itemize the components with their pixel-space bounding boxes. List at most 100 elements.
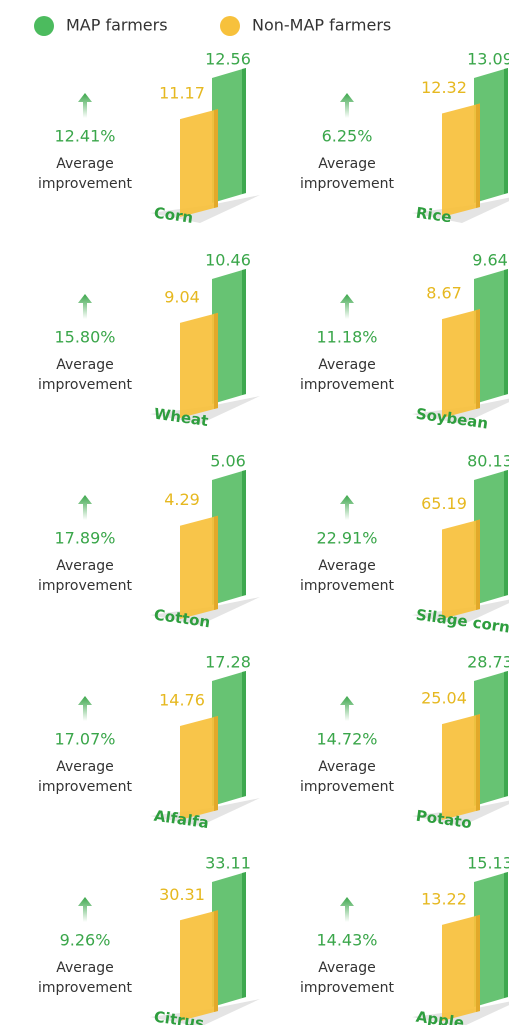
- bar-non-map: [180, 312, 218, 418]
- up-arrow: [340, 93, 354, 118]
- bar-map: [212, 269, 246, 404]
- bar-map-side: [504, 872, 508, 998]
- improvement: 9.26%: [60, 931, 111, 950]
- legend-swatch: [220, 16, 240, 36]
- non-map-value: 8.67: [426, 284, 462, 303]
- map-value: 15.13: [467, 854, 509, 873]
- up-arrow: [340, 294, 354, 319]
- bar-map-side: [242, 872, 246, 998]
- caption: improvement: [38, 176, 132, 192]
- legend-label: MAP farmers: [66, 16, 168, 35]
- up-arrow: [340, 897, 354, 922]
- up-arrow: [340, 696, 354, 721]
- non-map-value: 65.19: [421, 494, 467, 513]
- caption: improvement: [300, 578, 394, 594]
- non-map-value: 4.29: [164, 490, 200, 509]
- map-value: 9.64: [472, 251, 508, 270]
- legend-swatch: [34, 16, 54, 36]
- map-value: 12.56: [205, 50, 251, 69]
- bar-non-map: [180, 515, 218, 619]
- bar-non-map-side: [476, 914, 480, 1012]
- bar-map: [212, 68, 246, 203]
- improvement: 6.25%: [322, 127, 373, 146]
- improvement: 11.18%: [316, 328, 377, 347]
- bar-non-map-side: [476, 714, 480, 811]
- up-arrow: [78, 897, 92, 922]
- bar-map: [474, 470, 508, 605]
- caption: improvement: [38, 578, 132, 594]
- crop-name: Citrus: [153, 1008, 205, 1025]
- caption: improvement: [300, 176, 394, 192]
- caption: Average: [318, 558, 376, 574]
- caption: Average: [318, 156, 376, 172]
- bar-map-side: [242, 671, 246, 797]
- legend-label: Non-MAP farmers: [252, 16, 391, 35]
- map-value: 33.11: [205, 854, 251, 873]
- bar-map-side: [242, 470, 246, 596]
- bar-map-side: [504, 671, 508, 797]
- improvement: 12.41%: [54, 127, 115, 146]
- improvement: 17.07%: [54, 730, 115, 749]
- bar-non-map: [180, 716, 218, 820]
- caption: improvement: [300, 779, 394, 795]
- non-map-value: 11.17: [159, 84, 205, 103]
- caption: Average: [56, 960, 114, 976]
- map-value: 5.06: [210, 452, 246, 471]
- bar-map: [474, 68, 508, 203]
- improvement: 14.72%: [316, 730, 377, 749]
- bar-map-side: [504, 470, 508, 596]
- non-map-value: 14.76: [159, 691, 205, 710]
- bar-non-map-side: [214, 910, 218, 1012]
- caption: Average: [56, 357, 114, 373]
- bar-non-map: [442, 714, 480, 820]
- improvement: 17.89%: [54, 529, 115, 548]
- caption: improvement: [300, 377, 394, 393]
- bar-non-map-side: [214, 109, 218, 208]
- panel: 17.07%Averageimprovement17.2814.76Alfalf…: [38, 653, 260, 832]
- bar-non-map-side: [214, 716, 218, 811]
- bar-map: [474, 872, 508, 1007]
- non-map-value: 25.04: [421, 689, 467, 708]
- bar-map: [212, 671, 246, 806]
- bar-non-map: [442, 914, 480, 1021]
- bar-map: [212, 872, 246, 1007]
- improvement: 14.43%: [316, 931, 377, 950]
- bar-non-map: [442, 519, 480, 619]
- map-value: 80.13: [467, 452, 509, 471]
- crop-name: Corn: [153, 204, 195, 227]
- crop-name: Apple: [415, 1008, 465, 1025]
- up-arrow: [340, 495, 354, 520]
- caption: Average: [318, 357, 376, 373]
- caption: improvement: [38, 980, 132, 996]
- bar-non-map-side: [476, 103, 480, 208]
- bar-non-map: [442, 103, 480, 217]
- bar-map-side: [504, 269, 508, 395]
- up-arrow: [78, 294, 92, 319]
- non-map-value: 9.04: [164, 287, 200, 306]
- improvement: 15.80%: [54, 328, 115, 347]
- caption: Average: [318, 759, 376, 775]
- bar-map-side: [242, 269, 246, 395]
- map-value: 17.28: [205, 653, 251, 672]
- bar-non-map: [180, 910, 218, 1021]
- non-map-value: 12.32: [421, 78, 467, 97]
- bar-non-map-side: [476, 309, 480, 409]
- bar-non-map-side: [214, 515, 218, 610]
- caption: improvement: [38, 377, 132, 393]
- bar-map-side: [504, 68, 508, 194]
- caption: Average: [56, 759, 114, 775]
- crop-name: Rice: [415, 204, 453, 227]
- bar-map: [474, 269, 508, 404]
- non-map-value: 13.22: [421, 889, 467, 908]
- map-value: 13.09: [467, 50, 509, 69]
- non-map-value: 30.31: [159, 885, 205, 904]
- map-value: 10.46: [205, 251, 251, 270]
